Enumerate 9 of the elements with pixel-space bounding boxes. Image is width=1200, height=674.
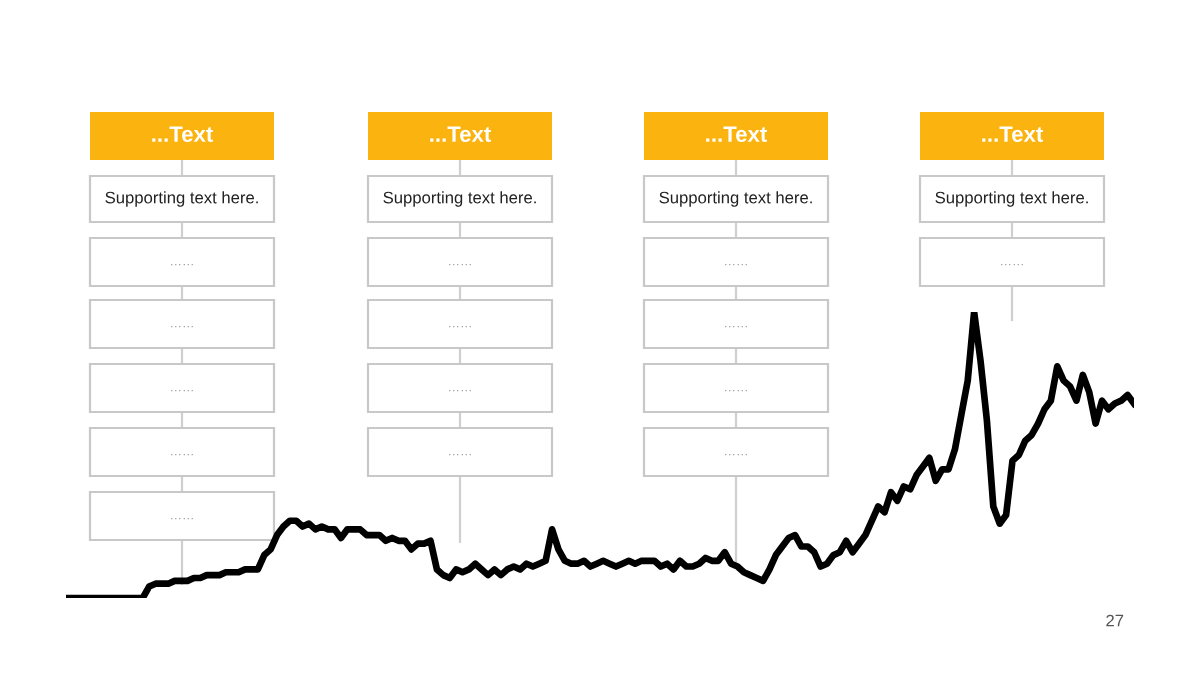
text: Supporting text here. (659, 191, 812, 207)
text: Supporting text here. (383, 191, 536, 207)
text: Supporting text here. (105, 191, 258, 207)
text: 27 (1106, 614, 1124, 627)
text: ...Text (152, 126, 214, 142)
text: Supporting text here. (935, 191, 1088, 207)
text: ...Text (430, 126, 492, 142)
text: ...Text (982, 126, 1044, 142)
text: ...Text (706, 126, 768, 142)
